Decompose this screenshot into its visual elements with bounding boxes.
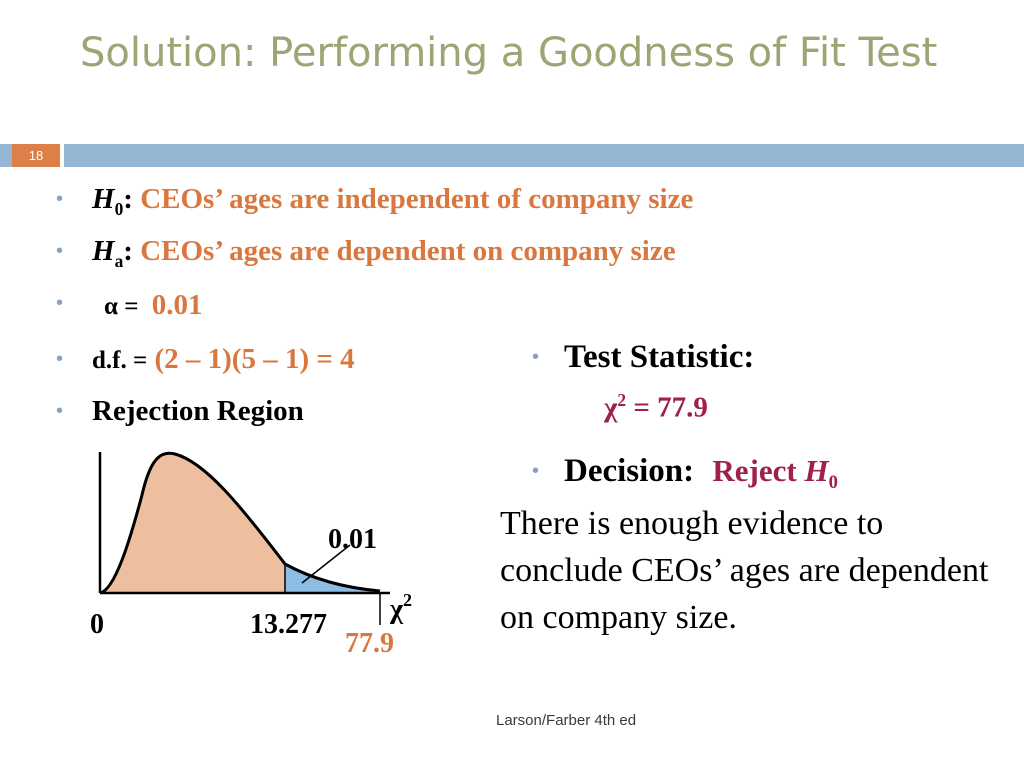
chi-square-chart: 0.01 χ2 0 13.277 77.9 — [90, 451, 412, 659]
curve-fill — [100, 453, 285, 593]
axis-chi: χ — [389, 594, 404, 625]
alt-hypothesis: Ha: CEOs’ ages are dependent on company … — [92, 234, 676, 278]
decision-line: Decision: Reject H0 — [564, 454, 838, 500]
reject-text: Reject — [712, 453, 805, 488]
df-label: d.f. = — [92, 347, 148, 374]
bullet-dot: • — [56, 348, 64, 370]
bullet-dot: • — [56, 188, 64, 210]
h0-text: CEOs’ ages are independent of company si… — [140, 183, 694, 215]
tail-area-label: 0.01 — [328, 524, 377, 555]
test-value-label: 77.9 — [345, 628, 394, 659]
ha-colon: : — [123, 235, 133, 267]
decision-label: Decision: — [564, 453, 695, 489]
h0-symbol: H — [92, 183, 115, 215]
slide-number: 18 — [12, 144, 60, 167]
rejection-region-label: Rejection Region — [92, 395, 304, 427]
axis-sup: 2 — [403, 590, 412, 610]
distribution-curve — [99, 451, 381, 595]
decision-h-sub: 0 — [828, 472, 838, 494]
ha-symbol: H — [92, 235, 115, 267]
decision-text: Reject H0 — [712, 453, 837, 494]
h0-sub: 0 — [114, 198, 124, 219]
tail-pointer — [301, 544, 351, 584]
chi-value: = 77.9 — [626, 391, 708, 424]
conclusion-text: There is enough evidence to conclude CEO… — [500, 505, 989, 636]
h0-colon: : — [123, 183, 133, 215]
title-rule-bar — [64, 144, 1024, 167]
alpha-label: α = — [104, 293, 139, 320]
chi-sup: 2 — [617, 390, 627, 410]
tick-zero: 0 — [90, 609, 104, 640]
test-statistic-value: χ2 = 77.9 — [604, 390, 708, 425]
bullet-dot: • — [532, 346, 540, 368]
title-rule-left — [0, 144, 12, 167]
slide-title: Solution: Performing a Goodness of Fit T… — [80, 30, 938, 76]
df-line: d.f. = (2 – 1)(5 – 1) = 4 — [92, 342, 355, 378]
axis-label: χ2 — [389, 590, 412, 625]
ha-text: CEOs’ ages are dependent on company size — [140, 235, 676, 267]
null-hypothesis: H0: CEOs’ ages are independent of compan… — [92, 182, 693, 226]
footer-citation: Larson/Farber 4th ed — [496, 712, 637, 729]
decision-h-symbol: H — [804, 453, 829, 488]
test-statistic-label: Test Statistic: — [564, 339, 755, 375]
alpha-value: 0.01 — [151, 289, 203, 321]
bullet-dot: • — [56, 292, 64, 314]
bullet-dot: • — [56, 400, 64, 422]
df-value: (2 – 1)(5 – 1) = 4 — [154, 343, 355, 375]
rejection-tail — [285, 564, 380, 593]
bullet-dot: • — [56, 240, 64, 262]
chi-symbol: χ — [604, 391, 618, 424]
ha-sub: a — [114, 250, 124, 271]
alpha-line: α = 0.01 — [104, 288, 202, 324]
critical-value-label: 13.277 — [250, 609, 327, 640]
bullet-dot: • — [532, 460, 540, 482]
